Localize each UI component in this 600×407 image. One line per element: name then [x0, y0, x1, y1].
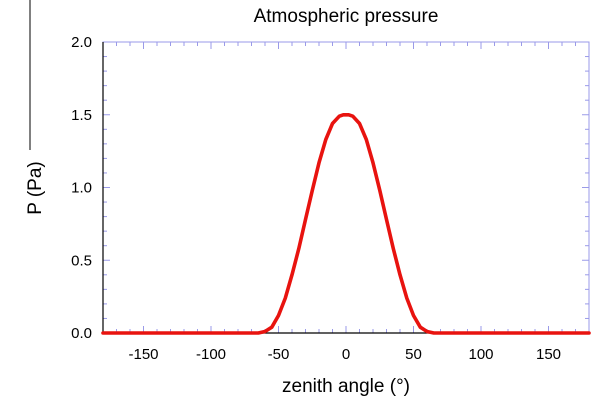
y-tick-label: 0.0 [71, 325, 92, 342]
series-group [101, 113, 591, 335]
minor-ticks [102, 41, 590, 334]
x-tick-label: -50 [268, 346, 290, 363]
x-tick-label: -100 [196, 346, 226, 363]
x-axis-label: zenith angle (°) [282, 376, 410, 397]
x-tick-label: 100 [468, 346, 493, 363]
x-tick-label: 50 [405, 346, 422, 363]
y-tick-label: 1.5 [71, 107, 92, 124]
x-tick-label: -150 [128, 346, 158, 363]
y-tick-label: 0.5 [71, 252, 92, 269]
y-tick-label: 2.0 [71, 34, 92, 51]
y-tick-label: 1.0 [71, 180, 92, 197]
x-tick-labels: -150 -100 -50 0 50 100 150 [128, 346, 561, 363]
series-line [101, 113, 591, 335]
x-tick-label: 150 [536, 346, 561, 363]
plot-frame [102, 41, 590, 334]
y-tick-labels: 0.0 0.5 1.0 1.5 2.0 [71, 34, 92, 342]
chart-title: Atmospheric pressure [254, 6, 439, 27]
x-tick-label: 0 [342, 346, 350, 363]
y-axis-label: P (Pa) [25, 161, 46, 215]
